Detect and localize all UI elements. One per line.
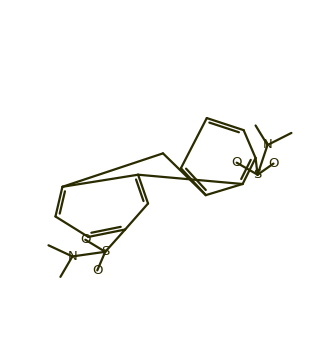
Text: O: O	[268, 157, 279, 170]
Text: O: O	[92, 264, 102, 277]
Text: N: N	[263, 139, 272, 152]
Text: S: S	[253, 168, 262, 181]
Text: N: N	[68, 250, 77, 263]
Text: O: O	[80, 233, 91, 246]
Text: O: O	[231, 156, 242, 169]
Text: S: S	[101, 245, 109, 258]
